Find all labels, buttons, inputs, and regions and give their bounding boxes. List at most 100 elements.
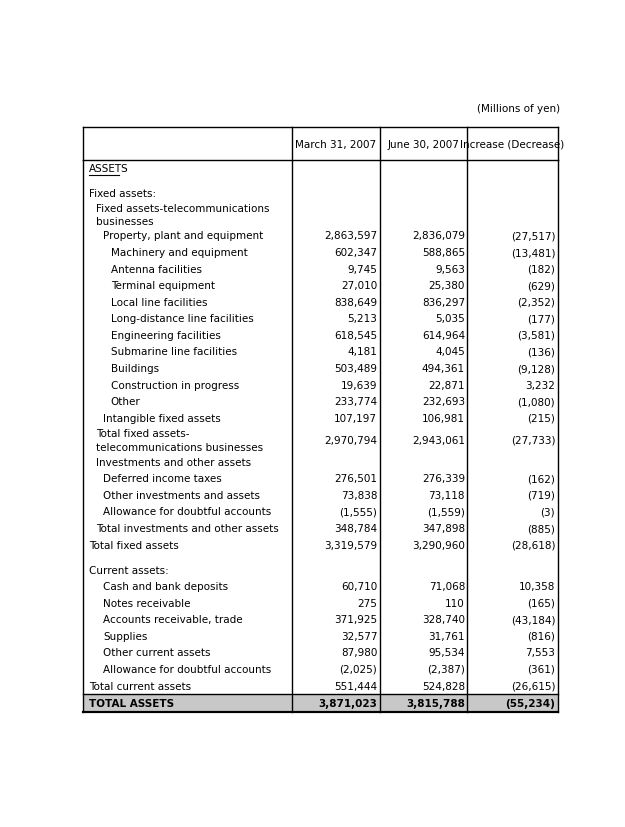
Text: Local line facilities: Local line facilities <box>111 298 207 308</box>
Text: Engineering facilities: Engineering facilities <box>111 331 221 341</box>
Text: (629): (629) <box>528 281 555 291</box>
Text: Fixed assets-telecommunications: Fixed assets-telecommunications <box>96 203 269 213</box>
Text: (55,234): (55,234) <box>506 698 555 708</box>
Text: (136): (136) <box>528 347 555 357</box>
Text: 9,563: 9,563 <box>435 265 465 275</box>
Text: 3,290,960: 3,290,960 <box>412 540 465 550</box>
Text: June 30, 2007: June 30, 2007 <box>388 140 459 150</box>
Text: (361): (361) <box>528 664 555 674</box>
Text: 275: 275 <box>357 598 377 608</box>
Text: 73,118: 73,118 <box>429 490 465 500</box>
Text: (1,555): (1,555) <box>339 507 377 517</box>
Text: Construction in progress: Construction in progress <box>111 380 239 390</box>
Text: 3,319,579: 3,319,579 <box>324 540 378 550</box>
Text: 503,489: 503,489 <box>334 364 378 374</box>
Text: Other current assets: Other current assets <box>103 648 211 657</box>
Text: Allowance for doubtful accounts: Allowance for doubtful accounts <box>103 664 271 674</box>
Text: 347,898: 347,898 <box>422 523 465 533</box>
Text: 618,545: 618,545 <box>334 331 378 341</box>
Text: (816): (816) <box>528 631 555 641</box>
Text: 3,871,023: 3,871,023 <box>318 698 378 708</box>
Text: Terminal equipment: Terminal equipment <box>111 281 214 291</box>
Text: 3,232: 3,232 <box>526 380 555 390</box>
Text: 5,035: 5,035 <box>435 314 465 324</box>
Text: 836,297: 836,297 <box>422 298 465 308</box>
Text: 9,745: 9,745 <box>348 265 378 275</box>
Text: (162): (162) <box>528 474 555 484</box>
Text: 27,010: 27,010 <box>341 281 377 291</box>
Text: 106,981: 106,981 <box>422 414 465 423</box>
Text: Supplies: Supplies <box>103 631 148 641</box>
Text: (215): (215) <box>528 414 555 423</box>
Text: (165): (165) <box>528 598 555 608</box>
Text: (27,733): (27,733) <box>511 435 555 445</box>
Text: (719): (719) <box>528 490 555 500</box>
Text: 276,501: 276,501 <box>334 474 378 484</box>
Text: 3,815,788: 3,815,788 <box>406 698 465 708</box>
Text: Property, plant and equipment: Property, plant and equipment <box>103 232 264 241</box>
Text: 73,838: 73,838 <box>341 490 377 500</box>
Text: Cash and bank deposits: Cash and bank deposits <box>103 581 229 591</box>
Text: (2,352): (2,352) <box>518 298 555 308</box>
Text: Submarine line facilities: Submarine line facilities <box>111 347 237 357</box>
Text: Machinery and equipment: Machinery and equipment <box>111 248 248 258</box>
Text: 602,347: 602,347 <box>334 248 378 258</box>
Text: 19,639: 19,639 <box>341 380 377 390</box>
Text: (26,615): (26,615) <box>511 681 555 691</box>
Text: ASSETS: ASSETS <box>89 165 129 174</box>
Text: 348,784: 348,784 <box>334 523 378 533</box>
Text: Fixed assets:: Fixed assets: <box>89 189 156 199</box>
Text: Allowance for doubtful accounts: Allowance for doubtful accounts <box>103 507 271 517</box>
Text: 4,045: 4,045 <box>435 347 465 357</box>
Text: Intangible fixed assets: Intangible fixed assets <box>103 414 221 423</box>
Text: 494,361: 494,361 <box>422 364 465 374</box>
Text: Increase (Decrease): Increase (Decrease) <box>461 140 564 150</box>
Bar <box>83 694 558 713</box>
Text: TOTAL ASSETS: TOTAL ASSETS <box>89 698 174 708</box>
Text: (3): (3) <box>541 507 555 517</box>
Text: 2,836,079: 2,836,079 <box>412 232 465 241</box>
Text: Total current assets: Total current assets <box>89 681 191 691</box>
Text: 71,068: 71,068 <box>429 581 465 591</box>
Text: (182): (182) <box>528 265 555 275</box>
Text: 2,863,597: 2,863,597 <box>324 232 378 241</box>
Text: (885): (885) <box>528 523 555 533</box>
Text: telecommunications businesses: telecommunications businesses <box>96 442 263 452</box>
Text: 7,553: 7,553 <box>526 648 555 657</box>
Text: Accounts receivable, trade: Accounts receivable, trade <box>103 614 243 624</box>
Text: Buildings: Buildings <box>111 364 159 374</box>
Text: 276,339: 276,339 <box>422 474 465 484</box>
Text: Total fixed assets-: Total fixed assets- <box>96 428 189 438</box>
Text: 551,444: 551,444 <box>334 681 378 691</box>
Text: 233,774: 233,774 <box>334 397 378 407</box>
Text: businesses: businesses <box>96 217 154 227</box>
Text: March 31, 2007: March 31, 2007 <box>295 140 376 150</box>
Text: 25,380: 25,380 <box>429 281 465 291</box>
Text: Long-distance line facilities: Long-distance line facilities <box>111 314 253 324</box>
Text: Antenna facilities: Antenna facilities <box>111 265 202 275</box>
Text: 371,925: 371,925 <box>334 614 378 624</box>
Text: 32,577: 32,577 <box>341 631 377 641</box>
Text: (Millions of yen): (Millions of yen) <box>477 103 560 113</box>
Text: (2,387): (2,387) <box>427 664 465 674</box>
Text: Other: Other <box>111 397 141 407</box>
Text: 328,740: 328,740 <box>422 614 465 624</box>
Text: 588,865: 588,865 <box>422 248 465 258</box>
Text: (28,618): (28,618) <box>511 540 555 550</box>
Text: 107,197: 107,197 <box>334 414 378 423</box>
Text: 838,649: 838,649 <box>334 298 378 308</box>
Text: 524,828: 524,828 <box>422 681 465 691</box>
Text: Other investments and assets: Other investments and assets <box>103 490 261 500</box>
Text: (3,581): (3,581) <box>518 331 555 341</box>
Text: 232,693: 232,693 <box>422 397 465 407</box>
Text: 87,980: 87,980 <box>341 648 377 657</box>
Text: Current assets:: Current assets: <box>89 565 169 575</box>
Text: (177): (177) <box>528 314 555 324</box>
Text: 10,358: 10,358 <box>519 581 555 591</box>
Text: (1,559): (1,559) <box>427 507 465 517</box>
Text: (9,128): (9,128) <box>518 364 555 374</box>
Text: 2,943,061: 2,943,061 <box>412 435 465 445</box>
Text: Total investments and other assets: Total investments and other assets <box>96 523 279 533</box>
Text: 5,213: 5,213 <box>348 314 378 324</box>
Text: 22,871: 22,871 <box>429 380 465 390</box>
